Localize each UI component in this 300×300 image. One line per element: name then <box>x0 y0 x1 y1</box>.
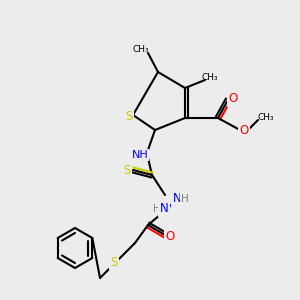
Text: CH₃: CH₃ <box>133 44 149 53</box>
Text: H: H <box>153 204 161 214</box>
Text: H: H <box>181 194 189 204</box>
Text: CH₃: CH₃ <box>258 113 274 122</box>
Text: S: S <box>123 164 131 176</box>
Text: N: N <box>172 193 182 206</box>
Text: O: O <box>228 92 238 106</box>
Text: O: O <box>239 124 249 136</box>
Text: N: N <box>160 202 168 215</box>
Text: CH₃: CH₃ <box>202 74 218 82</box>
Text: NH: NH <box>132 150 148 160</box>
Text: S: S <box>125 110 133 124</box>
Text: O: O <box>165 230 175 244</box>
Text: S: S <box>110 256 118 268</box>
